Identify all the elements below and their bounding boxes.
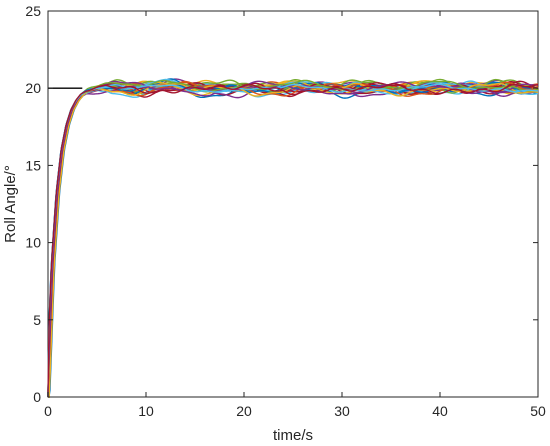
y-axis-label: Roll Angle/° <box>2 165 19 243</box>
x-tick-label: 40 <box>432 403 448 419</box>
x-tick-label: 0 <box>44 403 52 419</box>
axes-layer: 0 10 20 30 40 50 0 5 10 15 20 25 <box>25 3 546 419</box>
y-tick-label: 0 <box>33 389 41 405</box>
x-tick-label: 30 <box>334 403 350 419</box>
y-tick-label: 5 <box>33 312 41 328</box>
x-tick-label: 50 <box>530 403 546 419</box>
series-line <box>47 80 539 398</box>
plot-area <box>47 10 539 398</box>
series-layer <box>47 78 539 398</box>
x-axis-label: time/s <box>273 427 313 444</box>
y-tick-label: 25 <box>25 3 41 19</box>
x-tick-label: 20 <box>236 403 252 419</box>
x-tick-label: 10 <box>138 403 154 419</box>
series-line <box>47 79 539 398</box>
series-line <box>47 83 539 398</box>
plot-frame <box>47 10 539 398</box>
y-tick-label: 10 <box>25 235 41 251</box>
y-tick-label: 20 <box>25 80 41 96</box>
series-line <box>48 82 539 398</box>
y-tick-label: 15 <box>25 157 41 173</box>
series-line <box>47 82 539 398</box>
